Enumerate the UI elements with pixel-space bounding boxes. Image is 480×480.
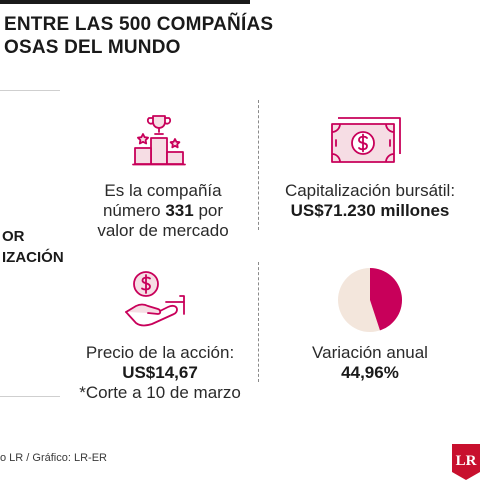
- headline-line-1: ENTRE LAS 500 COMPAÑÍAS: [4, 14, 274, 35]
- share-price-value: US$14,67: [122, 363, 198, 382]
- annual-change-value: 44,96%: [341, 363, 399, 382]
- banknote-dollar-icon: [331, 117, 401, 163]
- side-label-line-2: IZACIÓN: [2, 249, 64, 266]
- share-price-block: Precio de la acción: US$14,67 *Corte a 1…: [60, 343, 260, 403]
- market-cap-block: Capitalización bursátil: US$71.230 millo…: [272, 181, 468, 221]
- share-price-label: Precio de la acción:: [85, 343, 235, 362]
- annual-change-block: Variación anual 44,96%: [272, 343, 468, 383]
- divider-top: [0, 90, 60, 91]
- pie-chart-icon: [338, 268, 403, 332]
- side-label-line-1: OR: [2, 228, 25, 245]
- ranking-line-2: número 331 por: [78, 201, 248, 221]
- ranking-suffix: por: [198, 201, 224, 220]
- ranking-value: 331: [165, 201, 194, 220]
- share-price-note: *Corte a 10 de marzo: [79, 383, 241, 402]
- vertical-divider-top: [258, 100, 259, 230]
- ranking-prefix: número: [102, 201, 161, 220]
- top-bar: [0, 0, 250, 4]
- source-footer: o LR / Gráfico: LR-ER: [0, 452, 107, 464]
- market-cap-label: Capitalización bursátil:: [284, 181, 456, 200]
- divider-bottom: [0, 396, 60, 397]
- lr-logo-text: LR: [456, 453, 477, 469]
- podium-trophy-icon: [132, 115, 186, 166]
- pie-slice-annual-change: [370, 268, 403, 331]
- headline: ENTRE LAS 500 COMPAÑÍAS OSAS DEL MUNDO: [4, 13, 274, 59]
- headline-line-2: OSAS DEL MUNDO: [4, 37, 181, 58]
- ranking-block: Es la compañía número 331 por valor de m…: [78, 181, 248, 241]
- annual-change-label: Variación anual: [312, 343, 428, 362]
- hand-coin-icon: [125, 271, 185, 327]
- side-label: OR IZACIÓN: [2, 226, 64, 268]
- market-cap-value: US$71.230 millones: [290, 201, 450, 220]
- lr-logo: LR: [452, 444, 480, 480]
- ranking-line-1: Es la compañía: [104, 181, 222, 200]
- vertical-divider-bottom: [258, 262, 259, 382]
- ranking-line-3: valor de mercado: [97, 221, 229, 240]
